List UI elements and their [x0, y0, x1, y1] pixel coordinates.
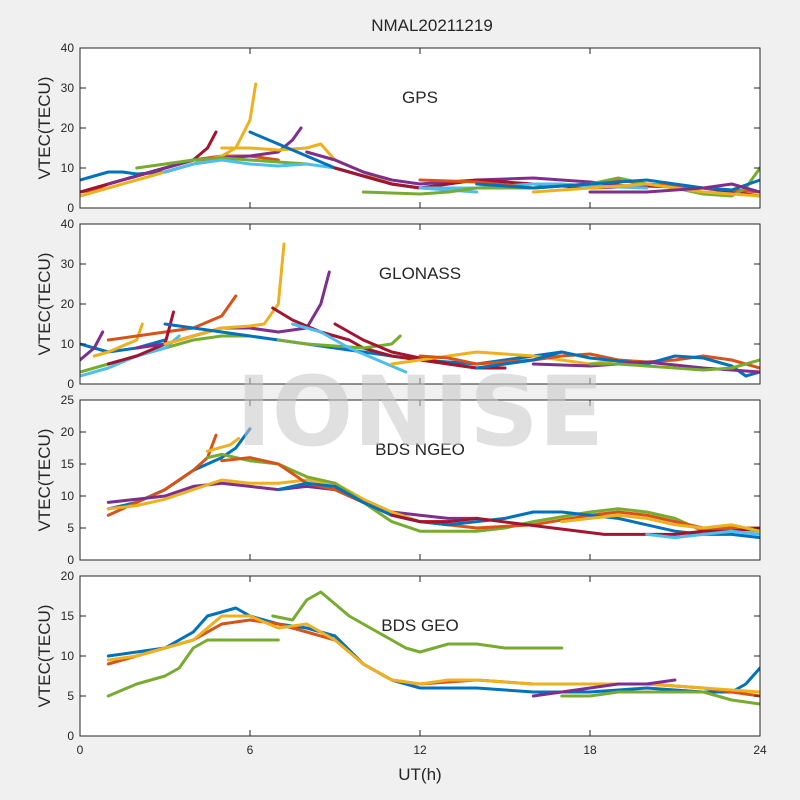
- y-tick-label-gps: 30: [61, 81, 75, 95]
- series-group-gps: [80, 82, 760, 198]
- panel-label-bds-geo: BDS GEO: [381, 616, 458, 635]
- y-tick-label-bds-ngeo: 20: [61, 425, 75, 439]
- series-group-bds-geo: [106, 590, 760, 706]
- series-line-bds-ngeo-8: [276, 481, 760, 540]
- series-line-glonass-5: [92, 322, 144, 358]
- y-axis-label-bds-geo: VTEC(TECU): [35, 605, 54, 708]
- panel-gps: 0 10 20 30 40 VTEC(TECU) GPS: [35, 41, 761, 215]
- y-tick-label-glonass: 10: [61, 337, 75, 351]
- series-line-gps-17: [588, 182, 760, 194]
- x-axis-label: UT(h): [398, 765, 441, 784]
- watermark: IONISE: [236, 356, 604, 468]
- series-line-gps-10: [305, 150, 649, 190]
- series-line-bds-geo-3: [106, 614, 760, 694]
- y-tick-label-bds-geo: 0: [67, 729, 74, 743]
- y-tick-label-bds-ngeo: 5: [67, 521, 74, 535]
- series-line-bds-ngeo-10: [645, 529, 760, 540]
- figure-title: NMAL20211219: [371, 16, 493, 35]
- y-axis-label-gps: VTEC(TECU): [35, 77, 54, 180]
- series-line-bds-geo-7: [531, 678, 677, 698]
- series-line-glonass-4: [80, 330, 105, 362]
- y-tick-label-glonass: 20: [61, 297, 75, 311]
- series-line-bds-geo-5: [271, 590, 564, 654]
- series-line-bds-geo-1: [106, 606, 760, 694]
- y-axis-label-glonass: VTEC(TECU): [35, 253, 54, 356]
- series-line-bds-ngeo-4: [106, 481, 479, 520]
- y-tick-label-gps: 40: [61, 41, 75, 55]
- series-line-gps-15: [475, 178, 760, 192]
- x-tick-label: 18: [583, 743, 597, 757]
- x-tick-label: 0: [77, 743, 84, 757]
- y-tick-label-bds-ngeo: 10: [61, 489, 75, 503]
- y-axis-label-bds-ngeo: VTEC(TECU): [35, 429, 54, 532]
- series-line-bds-ngeo-3: [206, 436, 241, 453]
- panel-label-gps: GPS: [402, 88, 438, 107]
- series-line-glonass-9: [163, 242, 286, 346]
- series-line-glonass-19: [588, 358, 760, 372]
- panel-glonass: 0 10 20 30 40 VTEC(TECU) GLONASS: [35, 217, 761, 391]
- y-tick-label-gps: 20: [61, 121, 75, 135]
- y-tick-label-bds-ngeo: 0: [67, 553, 74, 567]
- series-line-bds-geo-6: [560, 690, 760, 706]
- series-line-glonass-13: [291, 322, 408, 374]
- y-tick-label-bds-geo: 5: [67, 689, 74, 703]
- y-tick-label-gps: 10: [61, 161, 75, 175]
- series-line-glonass-6: [106, 294, 238, 342]
- series-line-bds-ngeo-11: [560, 513, 760, 533]
- plot-area-bds-geo: [80, 576, 760, 736]
- y-tick-label-glonass: 30: [61, 257, 75, 271]
- x-tick-label: 24: [753, 743, 767, 757]
- panel-bds-geo: 0 5 10 15 20 0 6 12 18 24 VTEC(TECU) BDS GEO: [35, 569, 767, 757]
- series-line-bds-geo-4: [106, 638, 280, 698]
- y-tick-label-gps: 0: [67, 201, 74, 215]
- series-line-glonass-7: [106, 310, 175, 366]
- series-line-bds-ngeo-9: [390, 513, 760, 536]
- y-tick-label-bds-geo: 15: [61, 609, 75, 623]
- x-tick-label: 6: [247, 743, 254, 757]
- series-line-bds-ngeo-7: [220, 456, 760, 530]
- y-tick-label-bds-geo: 10: [61, 649, 75, 663]
- series-group-bds-ngeo: [106, 427, 760, 540]
- series-line-gps-6: [135, 156, 309, 170]
- series-line-gps-16: [531, 182, 760, 198]
- x-tick-label: 12: [413, 743, 427, 757]
- y-tick-label-glonass: 0: [67, 377, 74, 391]
- series-group-glonass: [80, 242, 760, 378]
- y-tick-label-glonass: 40: [61, 217, 75, 231]
- y-tick-label-bds-ngeo: 15: [61, 457, 75, 471]
- series-line-glonass-14: [333, 322, 479, 370]
- subplot-panels: 0 10 20 30 40 VTEC(TECU) GPS 0 10 20 30 40 VTEC(TECU…: [35, 41, 767, 757]
- series-line-glonass-16: [418, 352, 760, 370]
- panel-label-bds-ngeo: BDS NGEO: [375, 440, 465, 459]
- panel-bds-ngeo: 0 5 10 15 20 25 VTEC(TECU) BDS NGEO: [35, 393, 761, 567]
- panel-label-glonass: GLONASS: [379, 264, 461, 283]
- y-tick-label-bds-geo: 20: [61, 569, 75, 583]
- series-line-gps-14: [361, 166, 760, 198]
- series-line-bds-ngeo-2: [106, 433, 218, 517]
- y-tick-label-bds-ngeo: 25: [61, 393, 75, 407]
